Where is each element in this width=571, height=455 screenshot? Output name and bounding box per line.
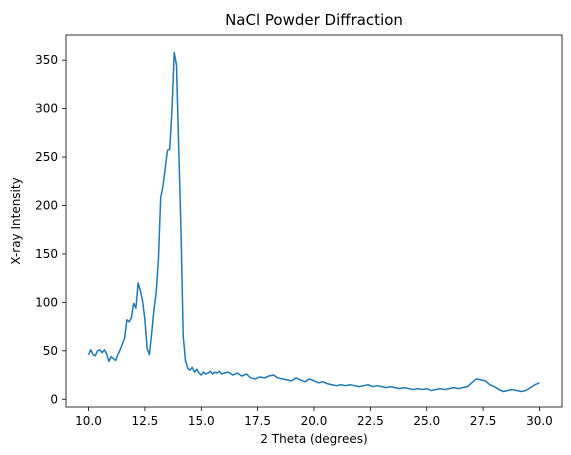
y-tick-label: 150 <box>35 247 58 261</box>
x-tick-label: 27.5 <box>470 414 497 428</box>
y-tick-label: 300 <box>35 102 58 116</box>
x-axis: 10.0 12.5 15.0 17.5 20.0 22.5 25.0 27.5 30.0 <box>75 407 553 428</box>
x-tick-label: 10.0 <box>75 414 102 428</box>
x-tick-label: 25.0 <box>413 414 440 428</box>
x-tick-label: 20.0 <box>301 414 328 428</box>
y-tick-label: 50 <box>43 344 58 358</box>
plot-frame <box>65 34 563 408</box>
x-tick-label: 22.5 <box>357 414 384 428</box>
y-axis: 0 50 100 150 200 250 300 350 <box>35 53 66 406</box>
x-tick-label: 15.0 <box>188 414 215 428</box>
y-tick-label: 250 <box>35 150 58 164</box>
y-tick-label: 0 <box>50 392 58 406</box>
x-axis-label: 2 Theta (degrees) <box>260 432 367 446</box>
y-axis-label: X-ray Intensity <box>9 177 23 264</box>
series-line <box>87 51 540 393</box>
x-tick-label: 30.0 <box>526 414 553 428</box>
y-tick-label: 200 <box>35 199 58 213</box>
y-tick-label: 100 <box>35 295 58 309</box>
chart-title: NaCl Powder Diffraction <box>225 11 403 29</box>
x-tick-label: 17.5 <box>244 414 271 428</box>
x-tick-label: 12.5 <box>132 414 159 428</box>
y-tick-label: 350 <box>35 53 58 67</box>
